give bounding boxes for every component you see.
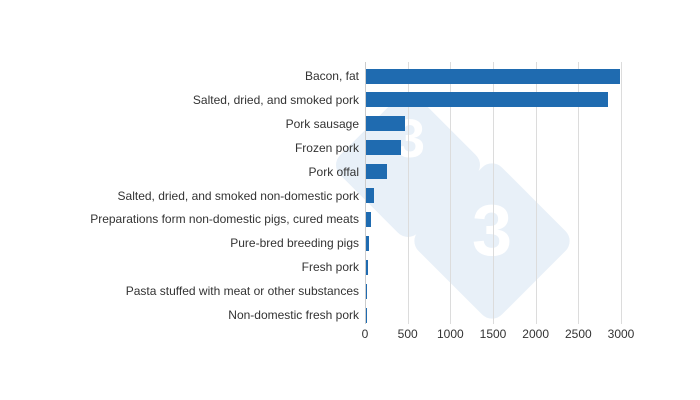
y-axis-line bbox=[365, 62, 366, 324]
bar[interactable] bbox=[365, 211, 372, 227]
category-label: Pork offal bbox=[308, 164, 359, 179]
bar[interactable] bbox=[365, 164, 388, 180]
bar[interactable] bbox=[365, 116, 406, 132]
gridline bbox=[535, 62, 537, 324]
category-label: Preparations form non-domestic pigs, cur… bbox=[90, 212, 359, 227]
bar[interactable] bbox=[365, 283, 368, 299]
bar[interactable] bbox=[365, 68, 621, 84]
category-label: Fresh pork bbox=[301, 260, 359, 275]
category-label: Salted, dried, and smoked non-domestic p… bbox=[117, 188, 359, 203]
category-label: Non-domestic fresh pork bbox=[228, 308, 359, 322]
bar[interactable] bbox=[365, 188, 374, 203]
x-tick-label: 1500 bbox=[479, 327, 507, 341]
bar[interactable] bbox=[365, 259, 369, 275]
gridline bbox=[493, 62, 494, 324]
x-tick-label: 3000 bbox=[607, 327, 635, 341]
bar[interactable] bbox=[365, 140, 401, 156]
x-tick-label: 2500 bbox=[564, 327, 592, 341]
category-label: Pork sausage bbox=[285, 116, 359, 131]
x-tick-label: 500 bbox=[397, 327, 418, 341]
x-tick-label: 1000 bbox=[436, 327, 464, 341]
gridline bbox=[407, 62, 409, 324]
plot-area bbox=[365, 62, 622, 324]
category-label: Pasta stuffed with meat or other substan… bbox=[125, 284, 359, 299]
category-label: Bacon, fat bbox=[304, 69, 359, 83]
gridline bbox=[450, 62, 452, 324]
bar[interactable] bbox=[365, 235, 370, 251]
category-label: Salted, dried, and smoked pork bbox=[192, 92, 359, 107]
x-tick-label: 2000 bbox=[522, 327, 550, 341]
category-label: Frozen pork bbox=[294, 140, 359, 155]
watermark-digit-large: 3 bbox=[471, 191, 513, 271]
gridline bbox=[621, 62, 622, 324]
bar[interactable] bbox=[365, 92, 609, 108]
category-label: Pure-bred breeding pigs bbox=[230, 236, 359, 251]
x-tick-label: 0 bbox=[361, 327, 369, 341]
gridline bbox=[578, 62, 580, 324]
